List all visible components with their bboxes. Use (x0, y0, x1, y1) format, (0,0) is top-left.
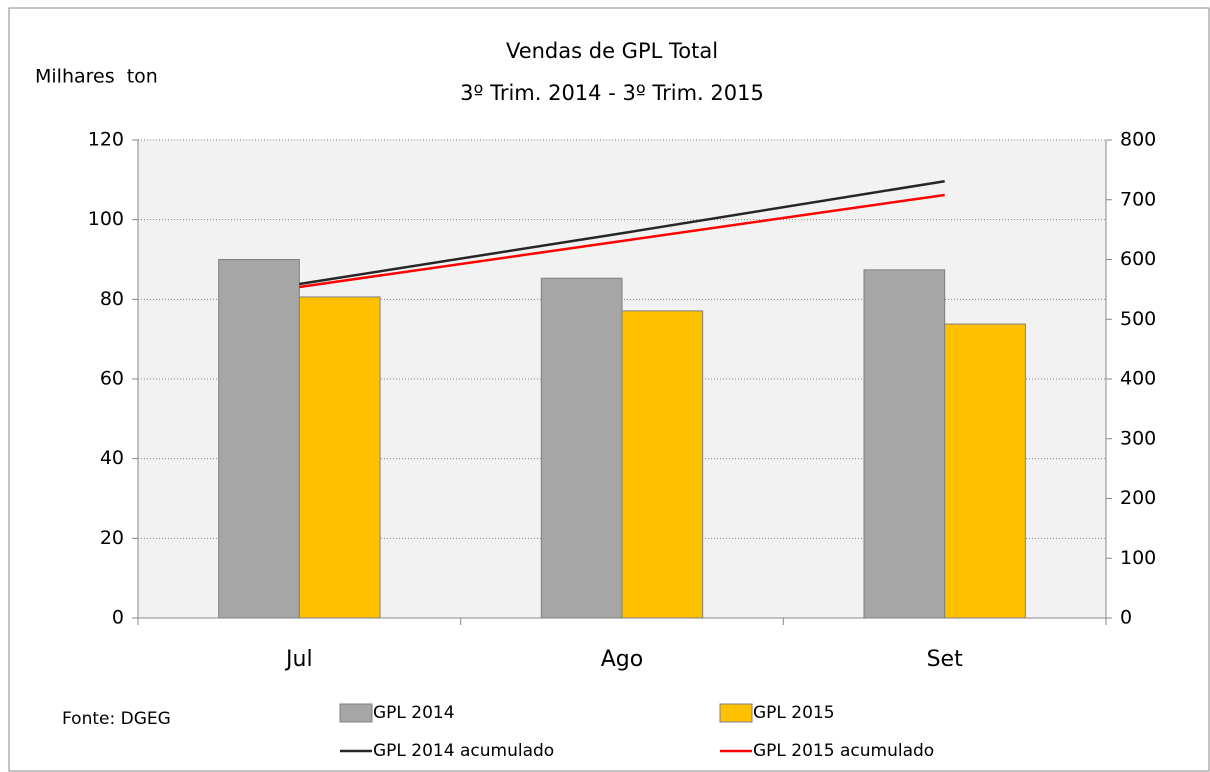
legend-swatch (719, 703, 753, 723)
bar (621, 310, 704, 619)
chart-title: Vendas de GPL Total (506, 39, 718, 63)
legend-swatch (339, 703, 373, 723)
annotation: Fonte: DGEG (62, 709, 171, 729)
legend-label: GPL 2014 (373, 703, 455, 723)
bar (298, 296, 381, 619)
bar (218, 259, 300, 619)
legend-label: GPL 2014 acumulado (373, 741, 554, 761)
y2-tick-label: 600 (1120, 248, 1156, 270)
x-tick-label: Ago (601, 647, 643, 672)
x-tick-label: Set (927, 647, 964, 672)
y2-tick-label: 800 (1120, 129, 1156, 151)
y-tick-label: 20 (100, 527, 124, 549)
legend-label: GPL 2015 (753, 703, 835, 723)
bar (863, 269, 946, 619)
y-tick-label: 120 (88, 129, 124, 151)
y2-tick-label: 100 (1120, 547, 1156, 569)
y2-tick-label: 300 (1120, 427, 1156, 449)
y2-tick-label: 200 (1120, 487, 1156, 509)
y-tick-label: 80 (100, 288, 124, 310)
legend-label: GPL 2015 acumulado (753, 741, 934, 761)
y-tick-label: 60 (100, 368, 124, 390)
line (299, 193, 945, 289)
y-tick-label: 40 (100, 447, 124, 469)
y2-tick-label: 400 (1120, 368, 1156, 390)
y-tick-label: 0 (112, 607, 124, 629)
x-tick-label: Jul (284, 647, 313, 672)
line (299, 179, 945, 286)
bar (540, 277, 623, 619)
bar (944, 323, 1026, 619)
y2-tick-label: 500 (1120, 308, 1156, 330)
y-tick-label: 100 (88, 208, 124, 230)
y-axis-label: Milhares ton (35, 66, 158, 88)
chart-subtitle: 3º Trim. 2014 - 3º Trim. 2015 (460, 81, 764, 105)
y2-tick-label: 0 (1120, 607, 1132, 629)
y2-tick-label: 700 (1120, 188, 1156, 210)
